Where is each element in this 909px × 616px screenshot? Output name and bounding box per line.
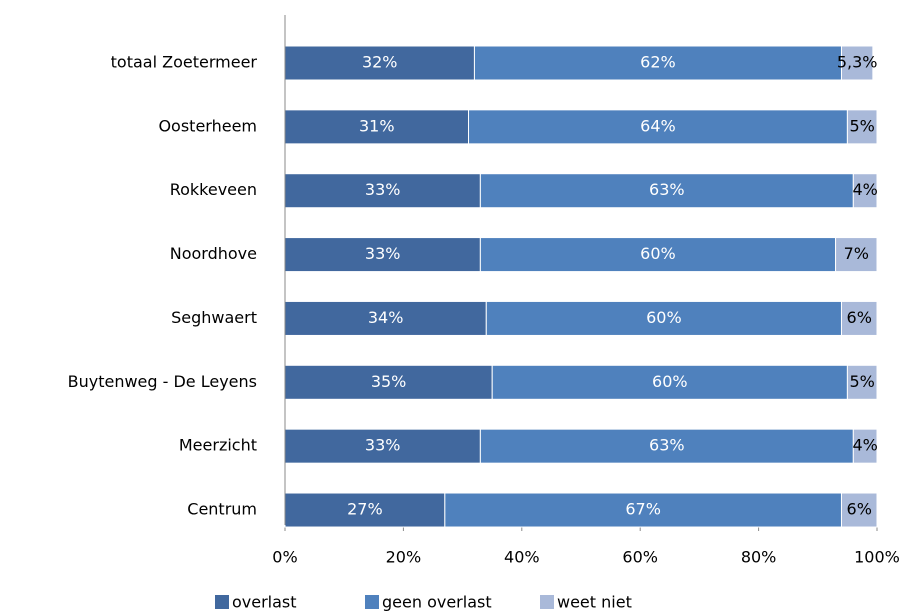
bar-segment (479, 237, 837, 273)
legend-label: geen overlast (382, 593, 492, 612)
legend-swatch (215, 595, 229, 609)
x-tick-label: 100% (854, 548, 900, 567)
bar-segment (479, 428, 854, 464)
value-label: 67% (625, 500, 661, 519)
x-tick-label: 60% (622, 548, 658, 567)
bar-segment (284, 45, 475, 81)
y-tick-label: Centrum (187, 500, 257, 519)
value-label: 63% (649, 180, 685, 199)
bar-segment (835, 237, 878, 273)
value-label: 33% (365, 244, 401, 263)
value-label: 7% (844, 244, 869, 263)
value-label: 60% (640, 244, 676, 263)
value-label: 60% (652, 372, 688, 391)
bar-segment (468, 109, 848, 145)
value-label: 5,3% (837, 53, 878, 72)
value-label: 63% (649, 436, 685, 455)
bar-segment (284, 428, 481, 464)
value-label: 6% (847, 308, 872, 327)
bar-segment (840, 492, 878, 528)
bar-segment (852, 428, 878, 464)
y-tick-label: Noordhove (170, 244, 257, 263)
bar-segment (284, 492, 446, 528)
value-label: 33% (365, 180, 401, 199)
y-tick-label: Seghwaert (171, 308, 257, 327)
value-label: 64% (640, 116, 676, 135)
y-tick-label: Oosterheem (158, 116, 257, 135)
y-tick-label: Buytenweg - De Leyens (68, 372, 257, 391)
bar-segment (485, 300, 842, 336)
value-label: 32% (362, 53, 398, 72)
bar-segment (284, 173, 481, 209)
value-label: 62% (640, 53, 676, 72)
bar-segment (284, 364, 493, 400)
value-label: 34% (368, 308, 404, 327)
bar-segment (840, 300, 878, 336)
x-tick-label: 80% (741, 548, 777, 567)
bar-segment (479, 173, 854, 209)
bar-segment (852, 173, 878, 209)
value-label: 33% (365, 436, 401, 455)
bar-segment (846, 364, 878, 400)
legend-label: overlast (232, 593, 297, 612)
bar-segment (491, 364, 848, 400)
y-tick-label: Meerzicht (179, 436, 257, 455)
value-label: 60% (646, 308, 682, 327)
value-label: 31% (359, 116, 395, 135)
bar-segment (444, 492, 842, 528)
bar-segment (846, 109, 878, 145)
x-tick-label: 20% (386, 548, 422, 567)
value-label: 4% (852, 436, 877, 455)
x-tick-label: 40% (504, 548, 540, 567)
value-label: 5% (850, 116, 875, 135)
legend-swatch (365, 595, 379, 609)
value-label: 5% (850, 372, 875, 391)
bar-segment (840, 45, 874, 81)
x-tick-label: 0% (272, 548, 297, 567)
legend-label: weet niet (557, 593, 632, 612)
value-label: 4% (852, 180, 877, 199)
bar-segment (284, 109, 470, 145)
y-tick-label: Rokkeveen (170, 180, 257, 199)
value-label: 6% (847, 500, 872, 519)
y-tick-label: totaal Zoetermeer (111, 53, 258, 72)
value-label: 27% (347, 500, 383, 519)
value-label: 35% (371, 372, 407, 391)
legend-swatch (540, 595, 554, 609)
